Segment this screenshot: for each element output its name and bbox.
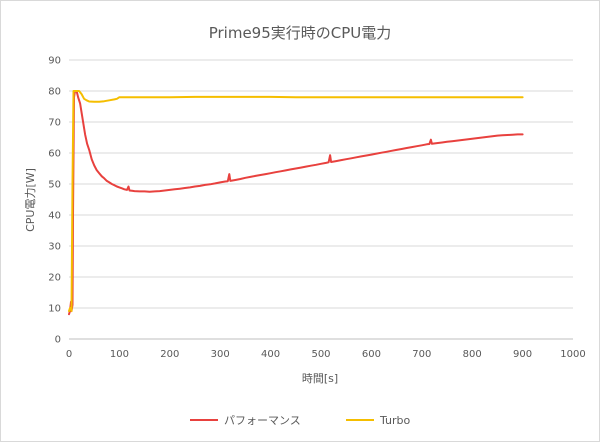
x-tick-label: 300 xyxy=(211,349,230,360)
x-tick-label: 0 xyxy=(66,349,72,360)
y-tick-label: 60 xyxy=(48,149,61,160)
y-tick-label: 70 xyxy=(48,118,61,129)
x-tick-label: 500 xyxy=(311,349,330,360)
series-lines xyxy=(68,90,524,316)
y-tick-label: 40 xyxy=(48,211,61,222)
x-tick-label: 700 xyxy=(412,349,431,360)
x-axis-label: 時間[s] xyxy=(302,372,338,385)
legend: パフォーマンス Turbo xyxy=(190,414,411,427)
y-tick-label: 90 xyxy=(48,56,61,67)
chart-title: Prime95実行時のCPU電力 xyxy=(209,24,392,42)
series-line-1 xyxy=(68,90,524,313)
x-tick-labels: 0 100 200 300 400 500 600 700 800 900 1000 xyxy=(66,349,586,360)
y-tick-label: 20 xyxy=(48,273,61,284)
x-tick-label: 200 xyxy=(160,349,179,360)
x-tick-label: 100 xyxy=(110,349,129,360)
x-tick-label: 1000 xyxy=(560,349,585,360)
grid xyxy=(69,59,573,340)
y-tick-label: 0 xyxy=(55,335,61,346)
y-tick-label: 10 xyxy=(48,304,61,315)
legend-label: パフォーマンス xyxy=(224,414,301,427)
x-tick-label: 600 xyxy=(362,349,381,360)
x-tick-label: 800 xyxy=(463,349,482,360)
y-tick-label: 50 xyxy=(48,180,61,191)
y-axis-label: CPU電力[W] xyxy=(24,168,37,232)
x-tick-label: 400 xyxy=(261,349,280,360)
series-line-0 xyxy=(68,90,524,316)
legend-label: Turbo xyxy=(379,414,411,427)
y-tick-labels: 0 10 20 30 40 50 60 70 80 90 xyxy=(48,56,61,346)
y-tick-label: 30 xyxy=(48,242,61,253)
x-tick-label: 900 xyxy=(513,349,532,360)
y-tick-label: 80 xyxy=(48,87,61,98)
